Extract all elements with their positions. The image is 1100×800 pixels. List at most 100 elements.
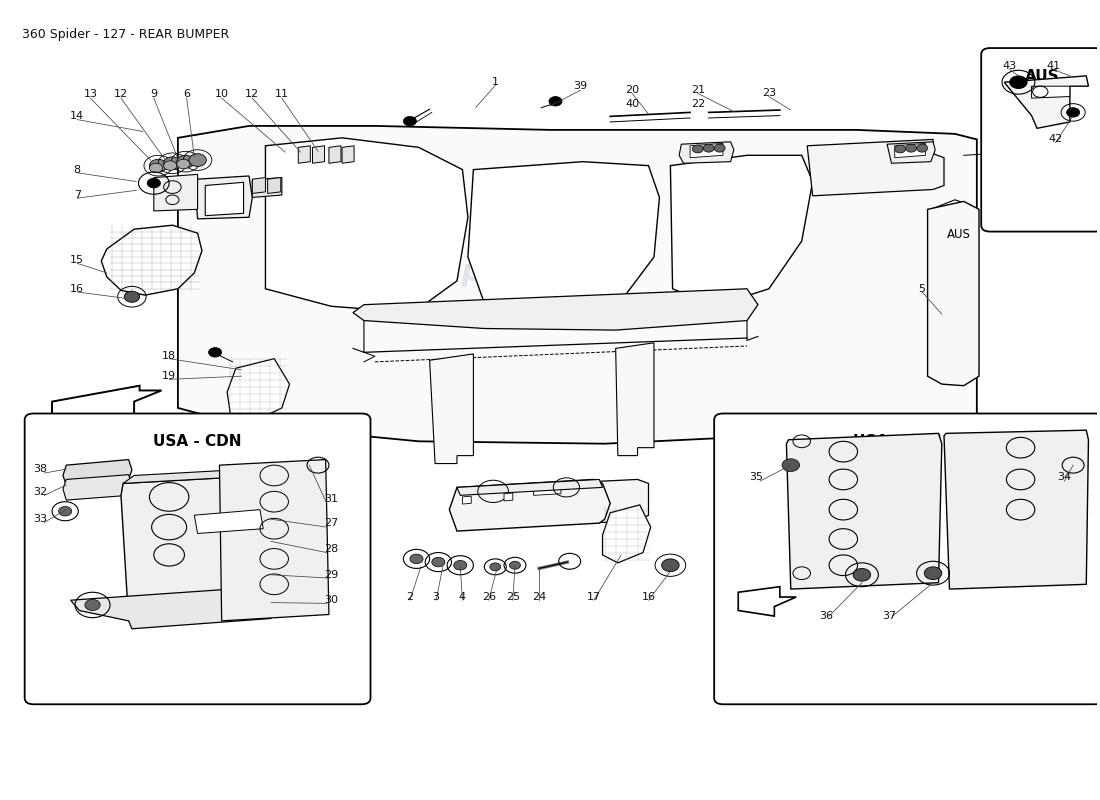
Polygon shape: [679, 142, 734, 163]
Polygon shape: [927, 202, 979, 386]
Circle shape: [85, 599, 100, 610]
Polygon shape: [52, 386, 162, 432]
Text: 37: 37: [882, 611, 896, 621]
Text: 28: 28: [324, 544, 338, 554]
Text: 16: 16: [70, 284, 85, 294]
Circle shape: [1010, 76, 1027, 89]
Polygon shape: [462, 496, 471, 504]
Polygon shape: [894, 143, 925, 158]
Text: 1: 1: [492, 78, 498, 87]
Text: 27: 27: [324, 518, 338, 528]
Polygon shape: [227, 358, 289, 420]
Text: 12: 12: [245, 89, 260, 99]
Polygon shape: [670, 155, 813, 306]
Circle shape: [509, 562, 520, 570]
Polygon shape: [887, 142, 935, 163]
Text: 41: 41: [1046, 62, 1060, 71]
Text: 29: 29: [324, 570, 338, 580]
Text: 19: 19: [162, 371, 176, 381]
Polygon shape: [312, 146, 324, 163]
Text: 32: 32: [33, 487, 47, 497]
Polygon shape: [265, 138, 468, 313]
Polygon shape: [220, 459, 329, 621]
Circle shape: [661, 559, 679, 571]
Polygon shape: [121, 475, 271, 621]
Polygon shape: [252, 178, 265, 194]
Polygon shape: [195, 510, 263, 534]
FancyBboxPatch shape: [981, 48, 1100, 231]
Circle shape: [147, 178, 161, 188]
Text: USA - CDN - J: USA - CDN - J: [854, 434, 965, 449]
Text: 11: 11: [275, 89, 289, 99]
Polygon shape: [252, 178, 282, 198]
Polygon shape: [267, 178, 280, 194]
Text: 26: 26: [482, 592, 496, 602]
Polygon shape: [123, 467, 276, 483]
Polygon shape: [154, 174, 198, 211]
Text: 22: 22: [691, 99, 705, 110]
Polygon shape: [353, 289, 758, 330]
Polygon shape: [195, 176, 252, 219]
Polygon shape: [1004, 76, 1089, 128]
Circle shape: [916, 144, 927, 152]
Circle shape: [209, 347, 222, 357]
Polygon shape: [63, 459, 132, 485]
Text: 42: 42: [1048, 134, 1063, 145]
Text: 12: 12: [114, 89, 128, 99]
Circle shape: [150, 163, 163, 173]
Circle shape: [404, 116, 417, 126]
FancyBboxPatch shape: [24, 414, 371, 704]
Circle shape: [410, 554, 424, 564]
Polygon shape: [534, 483, 561, 495]
Circle shape: [164, 161, 177, 170]
Text: 23: 23: [762, 87, 776, 98]
Text: 18: 18: [162, 350, 176, 361]
Text: 14: 14: [70, 110, 85, 121]
Circle shape: [1067, 108, 1080, 117]
Text: 360 Spider - 127 - REAR BUMPER: 360 Spider - 127 - REAR BUMPER: [22, 28, 230, 41]
Text: eurospacer: eurospacer: [112, 529, 287, 557]
Polygon shape: [462, 479, 649, 529]
Text: eurospacer: eurospacer: [725, 529, 901, 557]
Text: 21: 21: [691, 85, 705, 95]
Circle shape: [854, 569, 871, 581]
Text: eurospacer: eurospacer: [366, 258, 559, 287]
Circle shape: [894, 145, 905, 153]
Circle shape: [692, 145, 703, 153]
Polygon shape: [430, 354, 473, 463]
Text: USA - CDN: USA - CDN: [153, 434, 242, 449]
Polygon shape: [944, 430, 1089, 589]
Text: 43: 43: [1002, 62, 1016, 71]
Circle shape: [453, 561, 466, 570]
Polygon shape: [690, 143, 723, 158]
Polygon shape: [178, 126, 977, 444]
Text: AUS: AUS: [1025, 69, 1059, 84]
Circle shape: [703, 144, 714, 152]
Text: AUS: AUS: [947, 228, 971, 242]
Polygon shape: [342, 146, 354, 163]
Circle shape: [124, 291, 140, 302]
Text: 5: 5: [918, 284, 925, 294]
Circle shape: [905, 144, 916, 152]
Polygon shape: [786, 434, 942, 589]
Text: 8: 8: [74, 165, 80, 174]
Polygon shape: [63, 474, 132, 500]
Text: 39: 39: [573, 81, 587, 91]
Polygon shape: [616, 342, 654, 456]
Circle shape: [924, 567, 942, 579]
Circle shape: [150, 159, 167, 172]
Polygon shape: [329, 146, 341, 163]
Text: 20: 20: [625, 85, 639, 95]
Text: 38: 38: [33, 464, 47, 474]
Text: 34: 34: [1057, 472, 1071, 482]
Polygon shape: [101, 226, 202, 295]
Circle shape: [231, 418, 246, 430]
Circle shape: [177, 159, 190, 169]
Polygon shape: [449, 479, 610, 531]
Text: 4: 4: [459, 592, 466, 602]
Polygon shape: [456, 479, 603, 495]
Text: 35: 35: [749, 472, 762, 482]
Polygon shape: [468, 162, 659, 313]
Text: 9: 9: [151, 89, 157, 99]
Text: 40: 40: [625, 99, 639, 110]
